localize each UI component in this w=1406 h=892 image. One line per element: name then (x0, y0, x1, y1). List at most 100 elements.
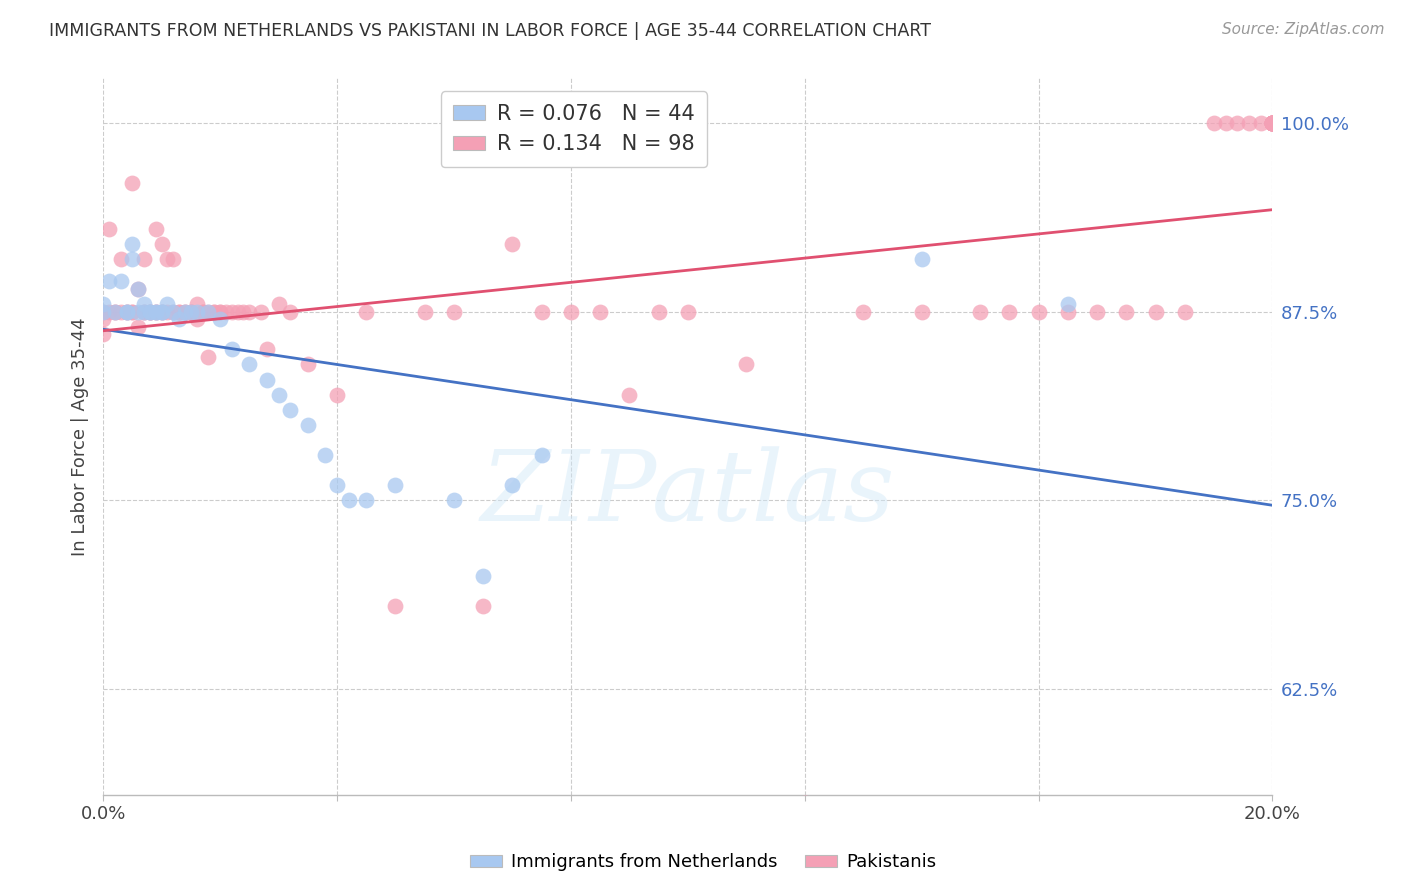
Point (110, 274, 132, 288)
Point (139, 304, 162, 318)
Point (267, 297, 290, 311)
Point (221, 343, 243, 357)
Point (186, 304, 208, 318)
Point (998, 304, 1021, 318)
Point (191, 304, 214, 318)
Point (209, 304, 232, 318)
Point (121, 252, 143, 266)
Point (167, 304, 190, 318)
Point (472, 599, 495, 614)
Point (145, 304, 167, 318)
Point (326, 387, 349, 401)
Point (174, 304, 197, 318)
Point (297, 417, 319, 432)
Point (793, 796, 815, 810)
Point (1261, 116, 1284, 130)
Point (145, 221, 167, 235)
Point (180, 304, 202, 318)
Point (1261, 116, 1284, 130)
Point (91, 327, 114, 342)
Point (202, 304, 225, 318)
Point (150, 304, 173, 318)
Point (197, 304, 219, 318)
Point (1056, 304, 1078, 318)
Point (115, 304, 138, 318)
Text: Source: ZipAtlas.com: Source: ZipAtlas.com (1222, 22, 1385, 37)
Point (472, 569, 495, 583)
Point (1250, 116, 1272, 130)
Point (186, 297, 208, 311)
Point (530, 304, 553, 318)
Point (384, 599, 406, 614)
Point (145, 304, 167, 318)
Point (115, 304, 138, 318)
Point (150, 304, 173, 318)
Point (735, 358, 758, 372)
Point (127, 282, 149, 296)
Point (191, 304, 214, 318)
Point (226, 304, 249, 318)
Point (238, 304, 260, 318)
Point (589, 304, 612, 318)
Point (250, 304, 273, 318)
Point (1056, 297, 1078, 311)
Legend: Immigrants from Netherlands, Pakistanis: Immigrants from Netherlands, Pakistanis (463, 847, 943, 879)
Point (413, 304, 436, 318)
Point (167, 312, 190, 326)
Point (209, 304, 232, 318)
Point (1261, 116, 1284, 130)
Point (139, 304, 162, 318)
Point (911, 304, 934, 318)
Point (115, 304, 138, 318)
Point (443, 493, 465, 508)
Point (1261, 116, 1284, 130)
Point (221, 304, 243, 318)
Point (150, 304, 173, 318)
Point (852, 304, 875, 318)
Point (186, 312, 208, 326)
Point (1261, 116, 1284, 130)
Point (1028, 304, 1050, 318)
Point (232, 304, 254, 318)
Point (1144, 304, 1167, 318)
Point (139, 304, 162, 318)
Point (132, 304, 155, 318)
Point (174, 304, 197, 318)
Point (145, 304, 167, 318)
Point (162, 304, 184, 318)
Point (121, 304, 143, 318)
Point (256, 373, 278, 387)
Point (676, 304, 699, 318)
Point (969, 304, 991, 318)
Point (115, 304, 138, 318)
Point (145, 304, 167, 318)
Y-axis label: In Labor Force | Age 35-44: In Labor Force | Age 35-44 (72, 317, 89, 556)
Point (132, 297, 155, 311)
Point (326, 478, 349, 492)
Point (150, 304, 173, 318)
Point (162, 252, 184, 266)
Point (156, 304, 179, 318)
Point (1202, 116, 1225, 130)
Point (197, 350, 219, 364)
Point (619, 387, 641, 401)
Point (1261, 116, 1284, 130)
Point (443, 304, 465, 318)
Point (91, 312, 114, 326)
Point (98, 221, 121, 235)
Point (180, 304, 202, 318)
Point (98, 274, 121, 288)
Point (127, 304, 149, 318)
Point (91, 304, 114, 318)
Point (110, 252, 132, 266)
Point (337, 493, 360, 508)
Point (180, 304, 202, 318)
Point (354, 493, 377, 508)
Point (530, 448, 553, 462)
Point (197, 304, 219, 318)
Point (132, 304, 155, 318)
Point (127, 282, 149, 296)
Point (104, 304, 127, 318)
Point (911, 252, 934, 266)
Point (256, 343, 278, 357)
